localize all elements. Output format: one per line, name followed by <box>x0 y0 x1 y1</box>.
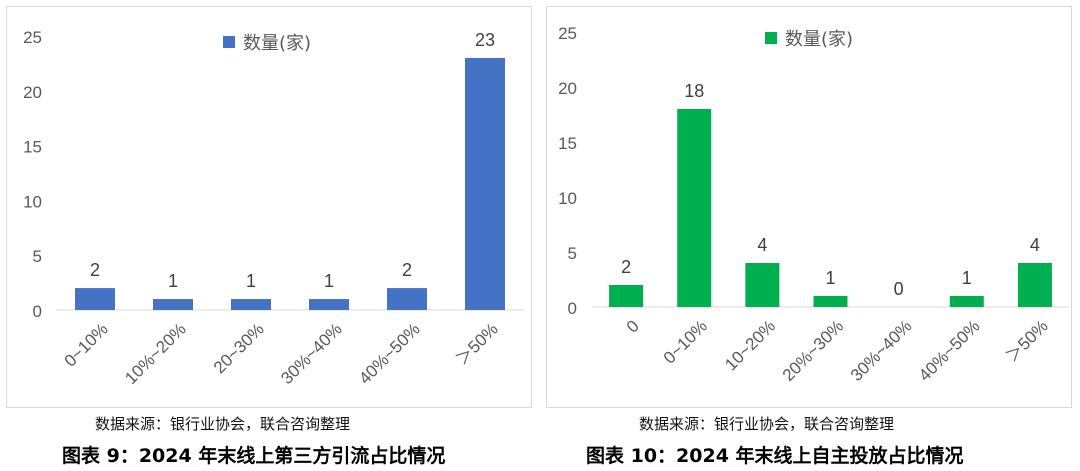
legend-label: 数量(家) <box>785 29 853 50</box>
data-label: 1 <box>825 268 835 288</box>
x-tick-label: 20~30% <box>210 319 268 377</box>
legend-label: 数量(家) <box>243 33 311 54</box>
data-label: 1 <box>324 271 334 291</box>
x-tick-label: ＞50% <box>452 319 502 369</box>
x-tick-label: 30%~40% <box>847 316 916 385</box>
y-tick-label: 5 <box>568 244 577 263</box>
bar <box>387 288 427 310</box>
y-tick-label: 25 <box>23 28 42 47</box>
x-tick-label: 10~20% <box>721 316 779 374</box>
bar <box>813 296 848 307</box>
data-label: 23 <box>475 30 495 50</box>
y-tick-label: 25 <box>558 24 577 43</box>
bar-chart-self-placement: 051015202520180~10%410~20%120%~30%030%~4… <box>558 24 1069 385</box>
x-tick-label: 20%~30% <box>779 316 848 385</box>
data-label: 4 <box>757 235 767 255</box>
chart-panel-third-party: 0 5 10 15 20 25 2 0~10% 1 10%~20% 1 20~30% 1 30%~40% 2… <box>6 6 532 408</box>
x-tick-label: 40%~50% <box>915 316 984 385</box>
bar <box>745 263 780 307</box>
figure-caption-right: 图表 10：2024 年末线上自主投放占比情况 <box>586 445 964 467</box>
bar <box>309 299 349 310</box>
y-tick-label: 0 <box>33 302 42 321</box>
bar <box>609 285 644 307</box>
bar <box>75 288 115 310</box>
bar <box>677 109 712 307</box>
data-label: 2 <box>402 260 412 280</box>
data-label: 4 <box>1030 235 1040 255</box>
chart-panel-self-placement: 0 5 10 15 20 25 2 0 18 0~10% 4 10~20% 1 20%~30% 0 30%~4… <box>546 6 1072 408</box>
y-tick-label: 20 <box>558 79 577 98</box>
legend-swatch <box>765 32 777 44</box>
bar <box>231 299 271 310</box>
bar <box>465 57 505 310</box>
y-tick-label: 10 <box>23 192 42 211</box>
y-tick-label: 5 <box>33 247 42 266</box>
data-label: 1 <box>962 268 972 288</box>
y-tick-label: 10 <box>558 189 577 208</box>
y-tick-label: 0 <box>568 299 577 318</box>
source-note-left: 数据来源：银行业协会，联合咨询整理 <box>95 415 351 433</box>
source-note-right: 数据来源：银行业协会，联合咨询整理 <box>639 415 895 433</box>
x-tick-label: 0 <box>623 316 643 336</box>
legend-swatch <box>223 36 235 48</box>
x-tick-label: 0~10% <box>660 316 711 367</box>
bar <box>153 299 193 310</box>
figure-caption-left: 图表 9：2024 年末线上第三方引流占比情况 <box>62 445 446 467</box>
y-tick-label: 20 <box>23 83 42 102</box>
bar <box>949 296 984 307</box>
bar-chart-third-party: 0 5 10 15 20 25 2 0~10% 1 10%~20% 1 20~30% 1 30%~40% 2… <box>23 28 524 388</box>
bar <box>1017 263 1052 307</box>
data-label: 1 <box>246 271 256 291</box>
data-label: 1 <box>168 271 178 291</box>
data-label: 0 <box>894 279 904 299</box>
y-tick-label: 15 <box>23 138 42 157</box>
x-tick-label: 30%~40% <box>277 319 346 388</box>
x-tick-label: 0~10% <box>61 319 112 370</box>
data-label: 2 <box>621 257 631 277</box>
x-tick-label: ＞50% <box>1002 316 1052 366</box>
y-tick-label: 15 <box>558 134 577 153</box>
x-tick-label: 40%~50% <box>355 319 424 388</box>
data-label: 2 <box>90 260 100 280</box>
x-tick-label: 10%~20% <box>121 319 190 388</box>
data-label: 18 <box>684 81 704 101</box>
